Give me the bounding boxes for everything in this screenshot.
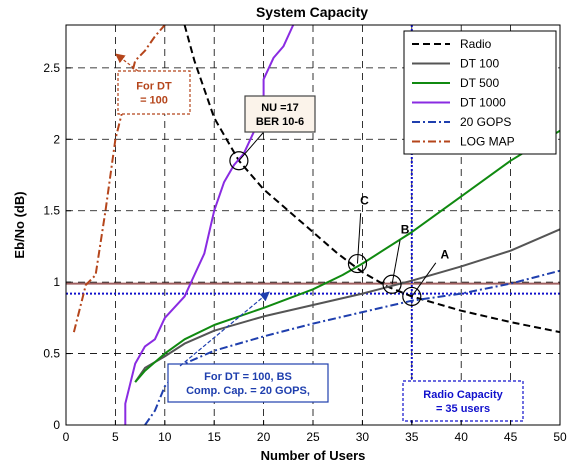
axis-ticks: 0 5 10 15 20 25 30 35 40 45 50 0 0.5 1 1.5 2 2.5 — [43, 61, 567, 444]
annotation-gops-box — [167, 363, 329, 403]
annotation-nu-ber-box — [244, 95, 316, 133]
x-tick-label: 30 — [356, 430, 370, 444]
legend-label: 20 GOPS — [460, 115, 511, 129]
y-tick-label: 1 — [53, 275, 60, 289]
annotation-log-map-dt-box — [117, 70, 191, 115]
x-tick-label: 25 — [306, 430, 320, 444]
point-leader-a — [411, 262, 437, 297]
x-tick-label: 10 — [158, 430, 172, 444]
series-lines — [72, 24, 561, 426]
annotation-nu-ber: NU =17 BER 10-6 — [244, 95, 316, 133]
legend-label: DT 1000 — [460, 96, 506, 110]
annotations: NU =17 BER 10-6 For DT = 100 For DT = 100, B… — [115, 53, 524, 422]
annotation-radio-capacity-line: = 35 users — [436, 403, 490, 415]
annotation-gops-line: Comp. Cap. = 20 GOPS, — [186, 385, 310, 397]
x-tick-label: 35 — [405, 430, 419, 444]
y-axis-label: Eb/No (dB) — [12, 191, 27, 258]
y-tick-label: 0.5 — [43, 347, 60, 361]
point-leader-b — [391, 240, 401, 285]
point-label-a: A — [440, 247, 449, 261]
series-line-dt-100 — [134, 228, 561, 383]
legend-label: Radio — [460, 37, 492, 51]
point-leader-d — [238, 130, 265, 162]
point-marker-c — [347, 253, 368, 274]
annotation-radio-capacity: Radio Capacity = 35 users — [402, 380, 524, 422]
y-tick-label: 2.5 — [43, 61, 60, 75]
annotation-log-map-dt-line: For DT — [136, 81, 172, 93]
reference-lines — [66, 25, 560, 425]
point-marker-a — [402, 286, 422, 307]
annotation-gops-line: For DT = 100, BS — [204, 371, 292, 383]
point-marker-d — [229, 151, 249, 171]
x-tick-label: 45 — [504, 430, 518, 444]
x-axis-label: Number of Users — [261, 448, 366, 463]
x-tick-label: 20 — [257, 430, 271, 444]
y-tick-label: 0 — [53, 418, 60, 432]
legend-label: LOG MAP — [460, 135, 515, 149]
series-line-dt-500 — [134, 129, 561, 383]
point-marker-b — [382, 274, 402, 294]
point-label-c: C — [360, 194, 369, 208]
point-leader-c — [356, 213, 362, 264]
y-tick-label: 2 — [53, 132, 60, 146]
legend-label: DT 500 — [460, 76, 499, 90]
annotation-gops: For DT = 100, BS Comp. Cap. = 20 GOPS, — [167, 363, 329, 403]
annotation-nu-ber-line: NU =17 — [261, 102, 299, 114]
x-tick-label: 50 — [553, 430, 567, 444]
series-line-radio — [183, 24, 561, 334]
series-line-log-map — [72, 24, 166, 333]
x-tick-label: 15 — [208, 430, 222, 444]
legend-label: DT 100 — [460, 57, 499, 71]
legend-box — [403, 30, 557, 155]
x-tick-label: 0 — [63, 430, 70, 444]
annotation-log-map-arrow — [115, 53, 139, 72]
chart-title: System Capacity — [256, 4, 368, 20]
annotation-radio-capacity-line: Radio Capacity — [423, 389, 503, 401]
x-tick-label: 5 — [112, 430, 119, 444]
annotation-gops-arrow — [179, 291, 270, 367]
y-tick-label: 1.5 — [43, 204, 60, 218]
point-label-b: B — [401, 222, 410, 236]
annotation-log-map-dt: For DT = 100 — [117, 70, 191, 115]
series-line-20-gops — [144, 269, 561, 426]
legend: Radio DT 100 DT 500 DT 1000 20 GOPS LOG MAP — [403, 30, 557, 155]
x-tick-label: 40 — [455, 430, 469, 444]
annotation-nu-ber-line: BER 10-6 — [256, 116, 304, 128]
series-line-dt-1000 — [124, 24, 295, 425]
annotation-log-map-dt-line: = 100 — [140, 95, 168, 107]
annotation-radio-capacity-box — [402, 380, 524, 422]
